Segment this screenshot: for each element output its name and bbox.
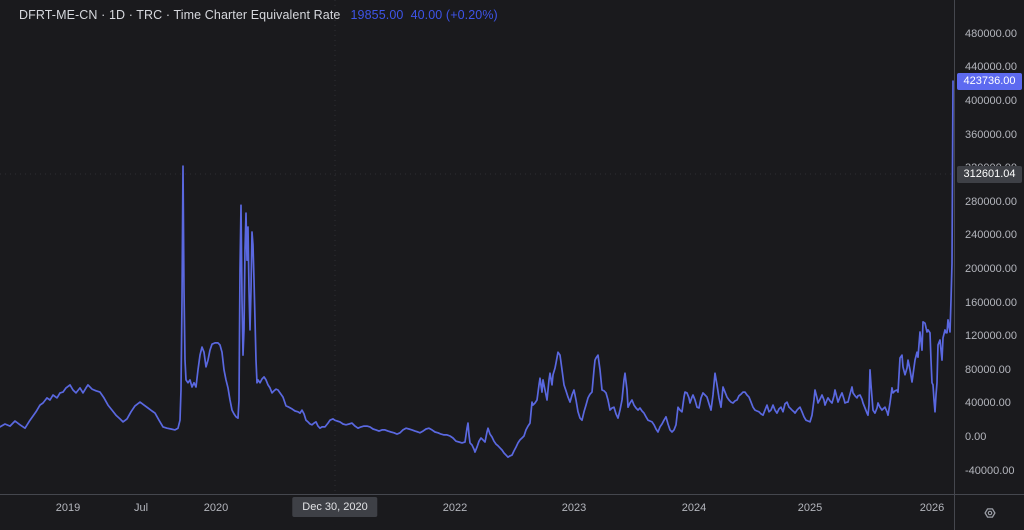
last-value-text: 19855.00 bbox=[350, 8, 404, 22]
price-tick-label: 0.00 bbox=[965, 431, 987, 443]
time-axis[interactable]: 2026 2025 2024 2023 2022 2020 Jul 2019 Dec 30, … bbox=[0, 494, 955, 530]
last-price-label: 423736.00 bbox=[957, 72, 1022, 90]
time-tick-label: 2019 bbox=[55, 502, 81, 514]
crosshair-price-label: 312601.04 bbox=[957, 165, 1022, 183]
time-tick-label: 2024 bbox=[681, 502, 707, 514]
time-tick-label: 2025 bbox=[797, 502, 823, 514]
crosshair-date-label: Dec 30, 2020 bbox=[292, 497, 378, 517]
price-tick-label: 240000.00 bbox=[965, 229, 1017, 242]
price-axis[interactable]: -40000.00 0.00 40000.00 80000.00 120000.00 16… bbox=[954, 0, 1024, 495]
price-tick-label: 480000.00 bbox=[965, 27, 1017, 40]
gear-icon bbox=[983, 507, 996, 518]
price-tick-label: 120000.00 bbox=[965, 330, 1017, 343]
time-tick-label: 2022 bbox=[442, 502, 468, 514]
price-tick-label: 400000.00 bbox=[965, 95, 1017, 107]
change-text: 40.00 (+0.20%) bbox=[410, 8, 498, 22]
price-tick-label: 40000.00 bbox=[965, 397, 1011, 410]
price-tick-label: -40000.00 bbox=[965, 464, 1015, 477]
axis-corner bbox=[954, 494, 1024, 530]
symbol-title[interactable]: DFRT-ME-CN · 1D · TRC · Time Charter Equ… bbox=[19, 8, 341, 22]
symbol-header[interactable]: DFRT-ME-CN · 1D · TRC · Time Charter Equ… bbox=[19, 8, 498, 22]
time-tick-label: 2020 bbox=[203, 502, 229, 514]
time-tick-label: 2026 bbox=[919, 502, 945, 514]
price-tick-label: 280000.00 bbox=[965, 195, 1017, 208]
axis-settings-button[interactable] bbox=[979, 502, 1001, 524]
price-line-series bbox=[0, 80, 954, 459]
price-tick-label: 160000.00 bbox=[965, 296, 1017, 309]
price-tick-label: 200000.00 bbox=[965, 263, 1017, 275]
time-tick-label: 2023 bbox=[561, 502, 587, 514]
price-tick-label: 440000.00 bbox=[965, 61, 1017, 74]
price-tick-label: 80000.00 bbox=[965, 363, 1011, 376]
time-tick-label: Jul bbox=[133, 502, 149, 514]
price-tick-label: 360000.00 bbox=[965, 128, 1017, 141]
